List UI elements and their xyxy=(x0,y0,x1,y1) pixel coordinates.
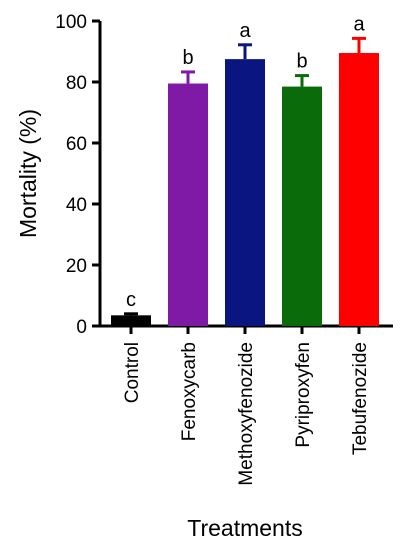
y-tick-label: 80 xyxy=(66,73,87,94)
x-axis: Control Fenoxycarb Methoxyfenozide Pyriprox… xyxy=(98,324,393,486)
y-tick-label: 0 xyxy=(76,317,87,338)
significance-label: b xyxy=(182,47,193,69)
y-tick-label: 20 xyxy=(66,256,87,277)
significance-label: a xyxy=(239,20,251,42)
significance-label: b xyxy=(296,51,307,73)
x-axis-title: Treatments xyxy=(187,515,302,541)
bar-pyriproxyfen xyxy=(282,86,322,326)
x-category-label: Control xyxy=(122,342,143,403)
bar-control xyxy=(111,315,151,326)
significance-label: c xyxy=(126,289,136,311)
x-category-label: Pyriproxyfen xyxy=(293,342,314,448)
bar-tebufenozide xyxy=(339,53,379,327)
x-category-label: Tebufenozide xyxy=(350,342,371,455)
y-axis-title: Mortality (%) xyxy=(15,109,41,238)
y-tick-label: 100 xyxy=(55,12,87,33)
y-tick-label: 60 xyxy=(66,134,87,155)
x-category-label: Fenoxycarb xyxy=(179,342,200,441)
bars: c b a b a xyxy=(111,13,379,327)
x-category-label: Methoxyfenozide xyxy=(236,342,257,486)
bar-methoxyfenozide xyxy=(225,59,265,326)
bar-fenoxycarb xyxy=(168,83,208,327)
significance-label: a xyxy=(353,13,365,35)
y-tick-label: 40 xyxy=(66,195,87,216)
y-axis: 0 20 40 60 80 100 xyxy=(55,12,102,338)
